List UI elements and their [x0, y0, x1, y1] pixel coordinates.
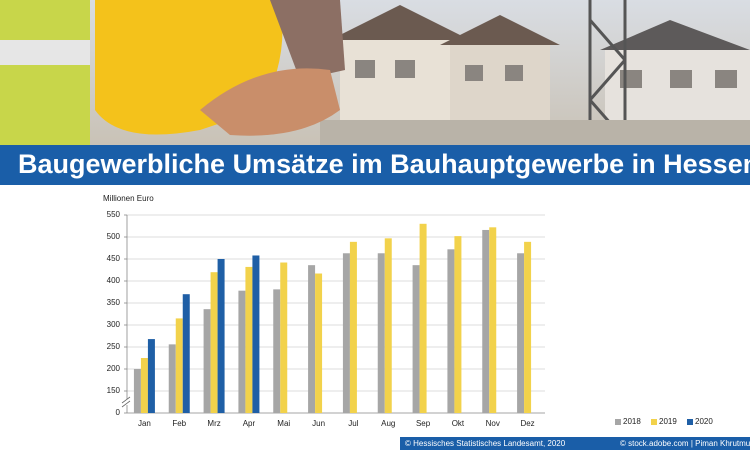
- y-tick-label: 0: [116, 408, 121, 417]
- bar: [140, 358, 148, 413]
- y-tick-label: 400: [107, 276, 121, 285]
- bar: [280, 262, 288, 413]
- bar: [203, 309, 211, 413]
- source: © Hessisches Statistisches Landesamt, 20…: [405, 439, 566, 448]
- bar: [252, 255, 260, 413]
- y-axis-label: Millionen Euro: [103, 194, 154, 203]
- bar: [349, 241, 357, 413]
- chart-title: Baugewerbliche Umsätze im Bauhauptgewerb…: [18, 149, 750, 179]
- legend-swatch: [651, 419, 657, 425]
- legend-swatch: [615, 419, 621, 425]
- y-tick-label: 450: [107, 254, 121, 263]
- bar: [377, 253, 385, 413]
- legend-label: 2019: [659, 417, 677, 426]
- bar: [238, 290, 246, 413]
- x-tick-label: Feb: [172, 419, 186, 428]
- bar: [168, 344, 176, 413]
- header-photo: [0, 0, 750, 145]
- bar: [245, 266, 253, 413]
- y-tick-label: 350: [107, 298, 121, 307]
- bar: [217, 259, 225, 413]
- bar: [182, 294, 190, 413]
- y-tick-label: 250: [107, 342, 121, 351]
- x-tick-label: Jan: [138, 419, 151, 428]
- axis-break: [121, 400, 131, 408]
- x-tick-label: Nov: [486, 419, 500, 428]
- x-tick-label: Jul: [348, 419, 358, 428]
- bar: [524, 241, 532, 413]
- x-tick-label: Aug: [381, 419, 395, 428]
- y-tick-label: 200: [107, 364, 121, 373]
- bar: [315, 273, 323, 413]
- bar: [489, 227, 497, 413]
- footer-band: [400, 437, 750, 450]
- bar: [384, 238, 392, 413]
- legend-swatch: [687, 419, 693, 425]
- bar: [419, 223, 427, 413]
- bar: [147, 339, 155, 413]
- y-tick-label: 500: [107, 232, 121, 241]
- x-tick-label: Okt: [452, 419, 465, 428]
- y-tick-label: 150: [107, 386, 121, 395]
- x-tick-label: Sep: [416, 419, 431, 428]
- bar: [210, 272, 218, 413]
- y-tick-label: 300: [107, 320, 121, 329]
- bar: [342, 253, 350, 413]
- x-tick-label: Apr: [243, 419, 256, 428]
- bar: [412, 265, 420, 413]
- x-tick-label: Dez: [520, 419, 534, 428]
- bar: [454, 236, 462, 413]
- x-tick-label: Mai: [277, 419, 290, 428]
- bar: [175, 318, 183, 413]
- bar: [482, 229, 490, 413]
- bar: [273, 289, 281, 413]
- title-band: [0, 145, 750, 185]
- axis-break-gap: [122, 399, 132, 405]
- credit: © stock.adobe.com | Piman Khrutmuang: [620, 439, 750, 448]
- bar: [308, 265, 316, 413]
- x-tick-label: Mrz: [207, 419, 220, 428]
- x-tick-label: Jun: [312, 419, 325, 428]
- y-tick-label: 550: [107, 210, 121, 219]
- axis-break: [121, 396, 131, 404]
- bar: [447, 249, 455, 413]
- bar: [517, 253, 525, 413]
- legend-label: 2020: [695, 417, 713, 426]
- legend-label: 2018: [623, 417, 641, 426]
- bar: [133, 369, 141, 413]
